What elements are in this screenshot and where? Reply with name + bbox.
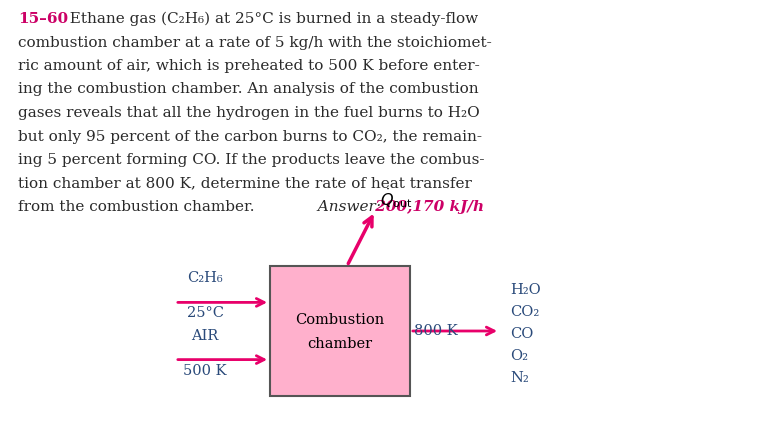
Text: N₂: N₂ bbox=[510, 370, 529, 384]
Text: O₂: O₂ bbox=[510, 348, 528, 362]
Text: H₂O: H₂O bbox=[510, 282, 541, 296]
Text: 800 K: 800 K bbox=[414, 323, 458, 337]
Text: AIR: AIR bbox=[191, 328, 218, 342]
Text: chamber: chamber bbox=[308, 336, 372, 350]
Text: 25°C: 25°C bbox=[186, 306, 224, 320]
Text: Answer:: Answer: bbox=[308, 199, 381, 213]
Text: Ethane gas (C₂H₆) at 25°C is burned in a steady-flow: Ethane gas (C₂H₆) at 25°C is burned in a… bbox=[60, 12, 478, 26]
Text: 200,170 kJ/h: 200,170 kJ/h bbox=[370, 199, 484, 213]
Text: tion chamber at 800 K, determine the rate of heat transfer: tion chamber at 800 K, determine the rat… bbox=[18, 176, 472, 190]
Text: gases reveals that all the hydrogen in the fuel burns to H₂O: gases reveals that all the hydrogen in t… bbox=[18, 106, 479, 120]
Text: CO: CO bbox=[510, 326, 533, 340]
Text: Combustion: Combustion bbox=[295, 312, 385, 326]
Text: CO₂: CO₂ bbox=[510, 304, 539, 318]
Text: $\dot{Q}_\mathrm{out}$: $\dot{Q}_\mathrm{out}$ bbox=[380, 186, 413, 210]
Text: 500 K: 500 K bbox=[183, 363, 227, 377]
Bar bbox=[270, 266, 410, 396]
Text: but only 95 percent of the carbon burns to CO₂, the remain-: but only 95 percent of the carbon burns … bbox=[18, 129, 482, 143]
Text: ing 5 percent forming CO. If the products leave the combus-: ing 5 percent forming CO. If the product… bbox=[18, 153, 485, 167]
Text: C₂H₆: C₂H₆ bbox=[187, 271, 223, 285]
Text: from the combustion chamber.: from the combustion chamber. bbox=[18, 199, 255, 213]
Text: ing the combustion chamber. An analysis of the combustion: ing the combustion chamber. An analysis … bbox=[18, 82, 479, 96]
Text: combustion chamber at a rate of 5 kg/h with the stoichiomet-: combustion chamber at a rate of 5 kg/h w… bbox=[18, 35, 492, 49]
Text: ric amount of air, which is preheated to 500 K before enter-: ric amount of air, which is preheated to… bbox=[18, 59, 479, 73]
Text: 15–60: 15–60 bbox=[18, 12, 68, 26]
